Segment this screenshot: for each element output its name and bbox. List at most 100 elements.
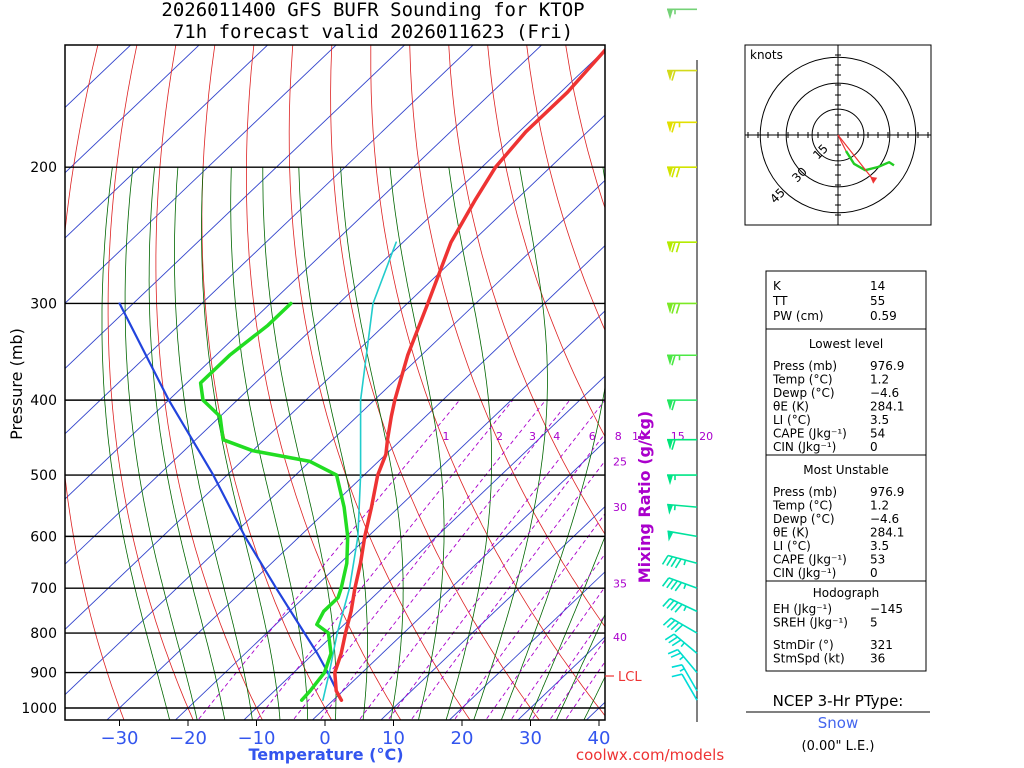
stat-value: 321 — [870, 638, 893, 652]
most-unstable-rows: Press (mb) 976.9 Temp (°C) 1.2 Dewp (°C) −4.6… — [772, 485, 904, 580]
temperature-tick-label: 0 — [319, 728, 330, 749]
mixing-ratio-label: 20 — [699, 430, 713, 443]
stat-label: CAPE (Jkg⁻¹) — [773, 553, 847, 567]
wind-barb — [667, 121, 697, 133]
stat-label: Press (mb) — [773, 485, 837, 499]
temperature-tick-label: 40 — [588, 728, 611, 749]
lcl-label: LCL — [618, 670, 642, 685]
mixing-ratio-line — [387, 433, 605, 720]
stat-value: 53 — [870, 553, 885, 567]
dry-adiabat-line — [107, 45, 194, 720]
temperature-tick-label: 20 — [451, 728, 474, 749]
isotherm-line — [65, 114, 605, 631]
temperature-line — [333, 47, 605, 702]
dry-adiabat-line — [526, 45, 605, 332]
stat-value: 5 — [870, 616, 878, 630]
isotherm-line — [243, 375, 605, 720]
mixing-ratio-line — [197, 399, 460, 720]
pressure-tick-label: 600 — [30, 529, 57, 545]
dry-adiabat-line — [1001, 0, 1024, 724]
stat-label: LI (°C) — [773, 413, 811, 427]
pressure-tick-label: 900 — [30, 666, 57, 682]
isotherm-line — [311, 440, 605, 720]
wind-barb — [661, 554, 698, 569]
stat-value: −145 — [870, 602, 903, 616]
stat-value: 1.2 — [870, 499, 889, 513]
mixing-ratio-axis-title: Mixing Ratio (g/kg) — [635, 411, 654, 583]
stat-label: CAPE (Jkg⁻¹) — [773, 427, 847, 441]
stat-label: LI (°C) — [773, 539, 811, 553]
dry-adiabat-line — [370, 45, 605, 717]
wind-barb — [667, 438, 697, 450]
wind-barb — [667, 166, 697, 178]
stat-label: Dewp (°C) — [773, 512, 835, 526]
wind-barb — [667, 474, 697, 486]
wind-barb — [667, 69, 697, 81]
stat-value: 0 — [870, 440, 878, 454]
temperature-tick-label: 10 — [382, 728, 405, 749]
pressure-tick-labels: 1000 900 800 700 600 500 400 300 200 — [21, 160, 57, 717]
wind-barb — [667, 241, 697, 253]
pressure-tick-label: 500 — [30, 468, 57, 484]
wind-barb — [667, 503, 698, 515]
dry-adiabat-line — [932, 0, 1024, 724]
moist-adiabat-lines — [101, 167, 605, 720]
wind-barb — [667, 530, 698, 542]
pressure-tick-label: 1000 — [21, 701, 57, 717]
stat-value: 3.5 — [870, 413, 889, 427]
isotherm-line — [65, 45, 543, 500]
stat-label: Dewp (°C) — [773, 386, 835, 400]
pressure-tick-label: 400 — [30, 393, 57, 409]
mixing-ratio-side-label: 35 — [613, 577, 627, 590]
dry-adiabat-line — [288, 45, 471, 720]
temperature-tick-labels: −30 −20 −10 0 10 20 30 40 — [101, 720, 611, 749]
stat-label: Temp (°C) — [772, 499, 833, 513]
moist-adiabat-line — [500, 167, 605, 720]
k-index-label: K — [773, 279, 782, 293]
chart-title-line2: 71h forecast valid 2026011623 (Fri) — [173, 21, 573, 43]
mixing-ratio-line — [319, 399, 571, 720]
footer-credit: coolwx.com/models — [576, 746, 724, 764]
skew-t-plot-area — [65, 0, 1024, 724]
stat-value: 1.2 — [870, 373, 889, 387]
stat-value: 36 — [870, 652, 885, 666]
mixing-ratio-label: 6 — [589, 430, 596, 443]
tt-index-label: TT — [772, 294, 788, 308]
mixing-ratio-line — [358, 399, 605, 720]
temperature-tick-label: 30 — [519, 728, 542, 749]
mixing-ratio-label: 8 — [615, 430, 622, 443]
stat-value: −4.6 — [870, 386, 899, 400]
ptype-amount: (0.00" L.E.) — [802, 739, 875, 754]
chart-title-line1: 2026011400 GFS BUFR Sounding for KTOP — [161, 0, 584, 21]
stat-label: SREH (Jkg⁻¹) — [773, 616, 848, 630]
plot-frame — [64, 44, 606, 721]
isotherm-line — [65, 45, 474, 435]
wind-barb — [664, 633, 698, 655]
pressure-tick-label: 700 — [30, 581, 57, 597]
isotherm-line — [65, 49, 605, 565]
mixing-ratio-side-label: 40 — [613, 631, 627, 644]
wind-barb — [661, 577, 698, 592]
tt-index-value: 55 — [870, 294, 885, 308]
dry-adiabat-lines — [65, 0, 1024, 724]
ptype-value: Snow — [818, 714, 858, 732]
isobar-lines — [65, 166, 605, 709]
moist-adiabat-line — [174, 167, 253, 720]
parcel-trace — [118, 302, 343, 702]
isotherm-line — [380, 505, 605, 720]
isotherm-line — [65, 179, 605, 696]
pw-label: PW (cm) — [773, 309, 824, 323]
wind-barb — [667, 354, 697, 366]
stat-value: 284.1 — [870, 400, 904, 414]
temperature-trace — [333, 47, 605, 702]
y-axis-title: Pressure (mb) — [7, 328, 26, 440]
hodograph-stats-box — [765, 580, 927, 672]
pressure-tick-label: 300 — [30, 297, 57, 313]
dry-adiabat-line — [448, 45, 605, 536]
storm-motion-marker — [870, 176, 878, 184]
stat-value: 284.1 — [870, 526, 904, 540]
dry-adiabat-line — [65, 45, 125, 720]
lowest-level-header: Lowest level — [809, 337, 883, 351]
wind-barbs — [661, 8, 698, 701]
mixing-ratio-side-label: 30 — [613, 501, 627, 514]
